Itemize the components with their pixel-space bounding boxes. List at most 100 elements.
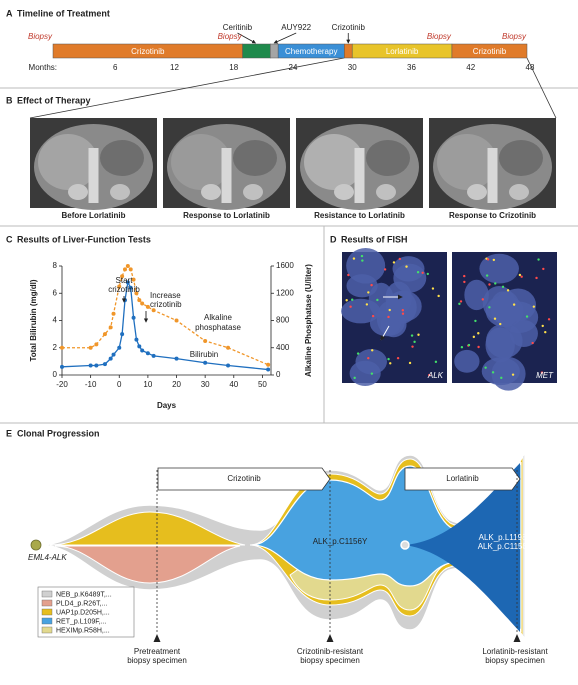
segment-label: Chemotherapy [285, 47, 337, 56]
series-label: Alkaline [204, 313, 233, 322]
biopsy-label: Biopsy [28, 32, 53, 41]
y-axis-label: Total Bilirubin (mg/dl) [29, 279, 38, 361]
signal [485, 274, 489, 277]
ct-image [30, 118, 157, 210]
nucleus [491, 357, 526, 391]
specimen-label: Pretreatment [134, 647, 181, 656]
y-tick-label: 0 [53, 370, 58, 379]
panel-borders [0, 87, 578, 424]
ct-organ [499, 140, 543, 176]
legend-label: NEB_p.K6489T,... [56, 591, 112, 598]
signal [460, 346, 464, 349]
fish-image [452, 252, 557, 391]
signal [467, 343, 471, 347]
data-point [122, 267, 127, 272]
legend-box [37, 586, 135, 638]
signal [437, 294, 440, 298]
data-point [111, 311, 116, 316]
series-label: Bilirubin [190, 350, 218, 359]
axis-label: Months: [29, 63, 57, 72]
ct-image [163, 118, 290, 210]
callout-label: AUY922 [281, 23, 311, 32]
signal [367, 356, 370, 360]
annotation: crizotinib [150, 300, 182, 309]
nucleus [485, 295, 524, 328]
signal [353, 376, 356, 380]
legend-label: UAP1p.D205H,... [56, 609, 110, 616]
specimen-label: biopsy specimen [300, 656, 360, 665]
callout-label: Ceritinib [223, 23, 253, 32]
x-tick-label: 30 [348, 63, 357, 72]
ct-organ [100, 140, 144, 176]
signal [431, 287, 435, 290]
panel-label: D [330, 234, 337, 244]
fish-arrow [380, 325, 390, 341]
ct-kidney [467, 184, 487, 200]
nucleus [346, 274, 378, 298]
data-point [140, 348, 145, 353]
panel-title: Effect of Therapy [17, 95, 91, 105]
ct-spine [487, 148, 498, 203]
specimen-marker [153, 634, 161, 642]
signal [434, 360, 438, 364]
signal [410, 334, 414, 337]
legend-label: HEXIMp.R58H,... [56, 627, 110, 634]
data-point [108, 356, 113, 361]
biopsy-label: Biopsy [218, 32, 243, 41]
image-caption: Before Lorlatinib [61, 211, 125, 220]
signal [477, 345, 480, 349]
specimen-marker [326, 634, 334, 642]
specimen-label: Lorlatinib-resistant [482, 647, 548, 656]
panel-title: Results of Liver-Function Tests [17, 234, 151, 244]
signal [411, 345, 414, 348]
signal [474, 319, 477, 323]
legend-swatch [41, 599, 53, 607]
nucleus [355, 349, 388, 375]
legend-swatch [41, 626, 53, 634]
signal [401, 312, 405, 315]
x-tick-label: 6 [113, 63, 118, 72]
data-point [226, 345, 231, 350]
ct-liver [38, 134, 98, 190]
signal [367, 291, 370, 294]
signal [351, 298, 354, 301]
root-node [30, 539, 42, 551]
x-tick-label: 30 [201, 380, 210, 389]
legend-label: PLD4_p.R26T,... [56, 600, 107, 607]
signal [426, 272, 429, 276]
image-label: ALK [427, 371, 444, 380]
x-axis-label: Days [157, 401, 177, 410]
signal [349, 305, 352, 308]
data-point [88, 363, 93, 368]
signal [417, 333, 420, 336]
data-point [137, 344, 142, 349]
signal [463, 274, 466, 278]
signal [361, 259, 364, 262]
ct-kidney [509, 184, 529, 200]
callout-arrow [237, 32, 257, 44]
data-point [94, 363, 99, 368]
data-point [117, 284, 122, 289]
signal [388, 308, 391, 312]
ct-kidney [68, 184, 88, 200]
ct-spine [221, 148, 232, 203]
nucleus [454, 349, 480, 373]
signal [525, 315, 529, 318]
ct-organ [366, 140, 410, 176]
data-point [266, 362, 271, 367]
annotation: Start [116, 276, 134, 285]
signal [494, 282, 497, 285]
signal [506, 289, 510, 292]
ct-kidney [376, 184, 396, 200]
segment-label: Crizotinib [131, 47, 165, 56]
clone-shape [405, 463, 520, 632]
data-point [125, 264, 130, 268]
data-point [111, 352, 116, 357]
data-point [131, 277, 136, 282]
x-tick-label: 50 [258, 380, 267, 389]
legend-swatch [41, 617, 53, 625]
signal [371, 314, 375, 318]
treatment-segment [344, 43, 353, 59]
panel-label: C [6, 234, 13, 244]
signal [370, 283, 373, 287]
